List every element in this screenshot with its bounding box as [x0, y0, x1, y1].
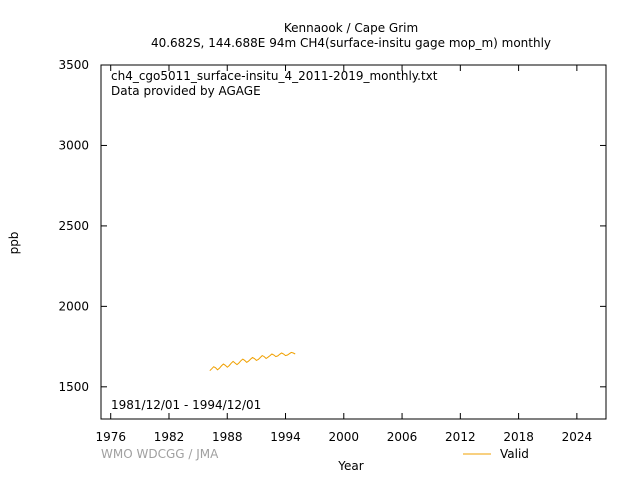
plot-frame	[100, 64, 607, 420]
x-axis-ticks: 1976 1982 1988 1994 2000 2006 2012 2018 2024	[95, 65, 592, 444]
series-line-valid	[209, 351, 296, 372]
file-annotation: ch4_cgo5011_surface-insitu_4_2011-2019_m…	[111, 69, 438, 83]
y-tick-label: 3500	[58, 58, 89, 72]
x-tick-label: 1976	[95, 430, 126, 444]
y-axis-label: ppb	[7, 232, 21, 255]
chart-subtitle: 40.682S, 144.688E 94m CH4(surface-insitu…	[151, 36, 551, 50]
y-tick-label: 3000	[58, 138, 89, 152]
provider-annotation: Data provided by AGAGE	[111, 84, 261, 98]
legend: Valid	[463, 447, 529, 461]
x-tick-label: 1982	[154, 430, 185, 444]
x-tick-label: 2006	[387, 430, 418, 444]
y-tick-label: 2000	[58, 299, 89, 313]
legend-label-valid: Valid	[500, 447, 529, 461]
x-tick-label: 2000	[329, 430, 360, 444]
x-tick-label: 2018	[503, 430, 534, 444]
period-annotation: 1981/12/01 - 1994/12/01	[111, 398, 261, 412]
x-tick-label: 1994	[270, 430, 301, 444]
x-axis-label: Year	[337, 459, 363, 473]
series-layer	[209, 351, 296, 372]
y-tick-label: 2500	[58, 219, 89, 233]
chart-title: Kennaook / Cape Grim	[284, 21, 418, 35]
x-tick-label: 2024	[562, 430, 593, 444]
y-tick-label: 1500	[58, 380, 89, 394]
credit-text: WMO WDCGG / JMA	[101, 447, 219, 461]
x-tick-label: 2012	[445, 430, 476, 444]
x-tick-label: 1988	[212, 430, 243, 444]
y-axis-ticks: 1500 2000 2500 3000 3500	[58, 58, 606, 394]
